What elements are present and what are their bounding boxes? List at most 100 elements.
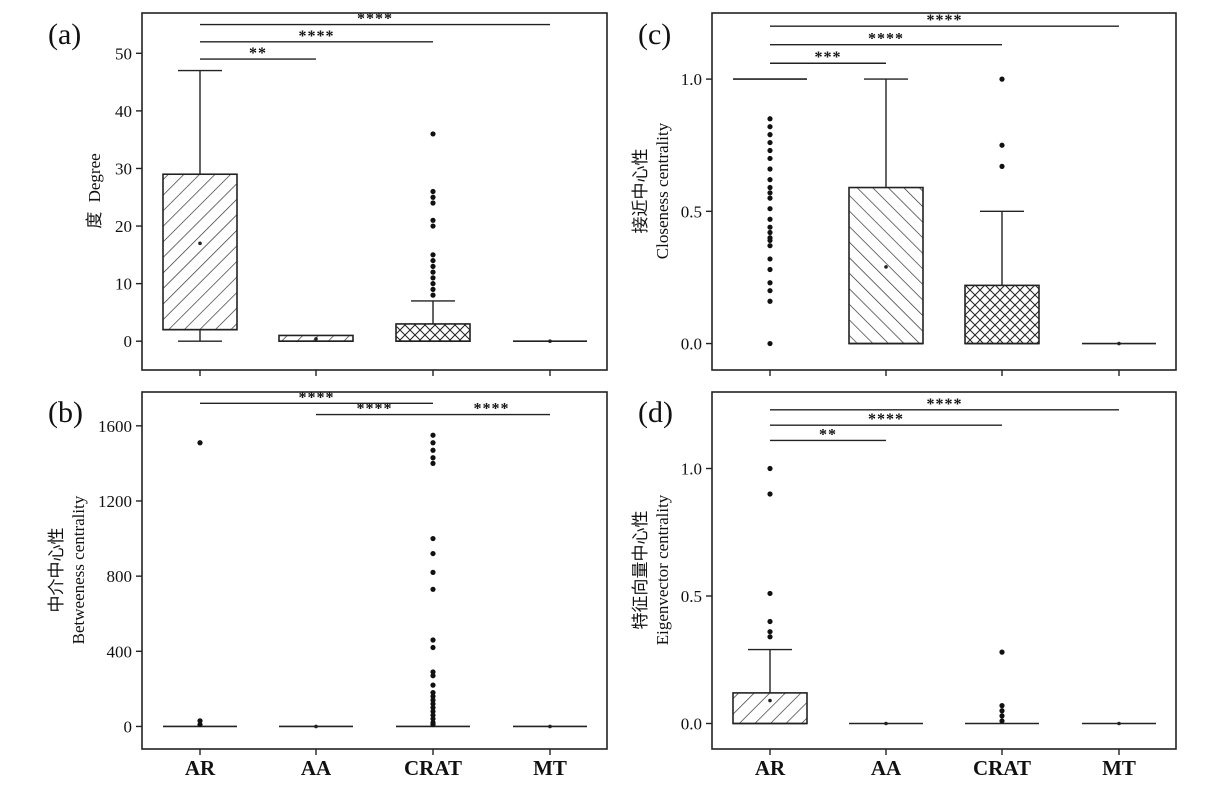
panel-c-frame: [711, 12, 1177, 371]
outlier-point: [767, 132, 773, 138]
y-tick-label: 0.0: [681, 335, 702, 354]
box-mt: [513, 724, 587, 729]
outlier-point: [767, 237, 773, 244]
outlier-point: [767, 139, 773, 146]
box-aa: [279, 724, 353, 729]
outlier-point: [767, 340, 773, 347]
outlier-point: [430, 269, 436, 275]
panel-d-ylabel-en: Eigenvector centrality: [653, 494, 672, 645]
box-body: [732, 692, 808, 725]
outlier-point: [430, 194, 436, 200]
outlier-point: [767, 266, 773, 273]
y-tick-label: 1200: [98, 492, 132, 511]
y-tick-label: 1600: [98, 417, 132, 436]
x-label-right-ar: AR: [755, 756, 786, 780]
x-axis-labels-right: AR AA CRAT MT: [755, 756, 1136, 780]
outlier-point: [430, 131, 436, 137]
outlier-point: [430, 716, 436, 722]
panel-d: (d) 特征向量中心性 Eigenvector centrality 0.00.…: [631, 391, 1177, 755]
panel-c-y-axis: 0.0 0.5 1.0: [681, 70, 1120, 376]
y-tick-label: 0: [124, 717, 133, 736]
significance-stars: ****: [474, 401, 510, 418]
outlier-point: [430, 701, 436, 707]
outlier-point: [430, 682, 436, 688]
outlier-point: [767, 491, 773, 497]
mean-marker: [198, 241, 202, 246]
significance-stars: ****: [357, 11, 393, 28]
outlier-point: [430, 257, 436, 264]
panel-b: (b) 中介中心性 Betweeness centrality 0 400 800 1…: [47, 389, 608, 755]
outlier-point: [767, 147, 773, 154]
box-mt: [1082, 721, 1156, 726]
x-label-left-crat: CRAT: [404, 756, 462, 780]
outlier-point: [430, 263, 436, 269]
panel-b-label: (b): [48, 396, 83, 429]
outlier-point: [767, 280, 773, 286]
outlier-point: [430, 721, 436, 728]
significance-stars: ****: [868, 411, 904, 428]
outlier-point: [767, 618, 773, 625]
box-ar: [732, 465, 808, 725]
y-tick-label: 1.0: [681, 70, 702, 89]
outlier-point: [767, 465, 773, 472]
panel-b-y-axis: 0 400 800 1200 1600: [98, 417, 551, 755]
y-tick-label: 0: [124, 332, 133, 351]
box-crat: [965, 649, 1039, 725]
significance-stars: ****: [927, 12, 963, 29]
panel-a-y-axis: 0 10 20 30 40 50: [115, 44, 551, 376]
outlier-point: [430, 669, 436, 675]
significance-stars: ****: [868, 31, 904, 48]
outlier-point: [430, 697, 436, 703]
significance-stars: ****: [299, 28, 335, 45]
panel-d-plot: **********: [732, 396, 1156, 726]
y-tick-label: 30: [115, 159, 132, 178]
outlier-point: [767, 224, 773, 230]
y-tick-label: 50: [115, 44, 132, 63]
outlier-point: [430, 550, 436, 557]
y-tick-label: 10: [115, 275, 132, 294]
outlier-point: [430, 217, 436, 223]
outlier-point: [999, 163, 1005, 169]
box-mt: [1082, 341, 1156, 346]
box-ar: [733, 78, 807, 347]
outlier-point: [430, 535, 436, 542]
outlier-point: [767, 206, 773, 212]
panel-b-plot: **** **** ****: [163, 389, 587, 729]
x-axis-labels-left: AR AA CRAT MT: [185, 756, 567, 780]
box-crat: [964, 76, 1040, 345]
significance-stars: **: [819, 426, 837, 443]
outlier-point: [430, 693, 436, 699]
panel-d-label: (d): [638, 396, 673, 429]
outlier-point: [430, 252, 436, 258]
panel-a-ylabel: 度 Degree: [85, 153, 104, 228]
mean-marker: [314, 724, 318, 729]
mean-marker: [1117, 721, 1121, 726]
x-label-right-aa: AA: [871, 756, 902, 780]
outlier-point: [999, 708, 1005, 714]
box-ar: [162, 69, 238, 342]
x-label-left-mt: MT: [533, 756, 567, 780]
outlier-point: [767, 634, 773, 640]
outlier-point: [767, 288, 773, 294]
outlier-point: [197, 718, 203, 724]
x-label-right-mt: MT: [1102, 756, 1136, 780]
outlier-point: [767, 243, 773, 249]
significance-stars: **: [249, 45, 267, 62]
panel-a-plot: **********: [162, 11, 587, 344]
box-aa: [849, 721, 923, 726]
outlier-point: [430, 712, 436, 718]
panel-a-frame: [141, 12, 608, 371]
outlier-point: [430, 292, 436, 298]
outlier-point: [430, 690, 436, 696]
outlier-point: [430, 223, 436, 229]
outlier-point: [430, 708, 436, 715]
panel-c: (c) 接近中心性 Closeness centrality 0.0 0.5 1.0…: [631, 12, 1177, 376]
outlier-point: [430, 586, 436, 592]
y-tick-label: 40: [115, 102, 132, 121]
outlier-point: [767, 116, 773, 122]
y-tick-label: 0.5: [681, 587, 702, 606]
panel-b-ylabel-en: Betweeness centrality: [69, 495, 88, 644]
panel-c-ylabel-cn: 接近中心性: [631, 149, 650, 234]
outlier-point: [430, 286, 436, 292]
